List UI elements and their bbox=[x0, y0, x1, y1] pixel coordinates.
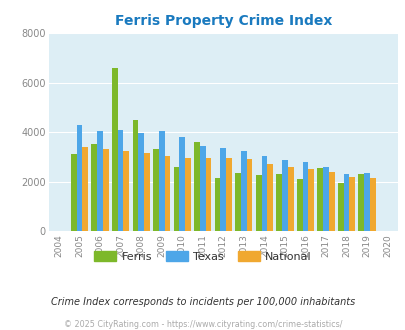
Bar bbox=[220, 148, 226, 231]
Bar bbox=[138, 133, 144, 231]
Bar bbox=[194, 142, 199, 231]
Bar bbox=[358, 174, 363, 231]
Bar bbox=[71, 154, 77, 231]
Bar bbox=[173, 167, 179, 231]
Bar bbox=[185, 158, 190, 231]
Bar bbox=[123, 150, 129, 231]
Bar bbox=[266, 164, 272, 231]
Bar bbox=[363, 173, 369, 231]
Bar bbox=[117, 130, 123, 231]
Bar bbox=[302, 162, 307, 231]
Bar bbox=[199, 146, 205, 231]
Bar bbox=[234, 173, 241, 231]
Bar bbox=[369, 178, 375, 231]
Bar bbox=[296, 179, 302, 231]
Bar bbox=[322, 167, 328, 231]
Bar bbox=[241, 150, 246, 231]
Bar bbox=[255, 175, 261, 231]
Bar bbox=[82, 147, 88, 231]
Text: Crime Index corresponds to incidents per 100,000 inhabitants: Crime Index corresponds to incidents per… bbox=[51, 297, 354, 307]
Bar bbox=[91, 145, 97, 231]
Bar bbox=[179, 137, 185, 231]
Bar bbox=[328, 172, 334, 231]
Bar bbox=[307, 169, 313, 231]
Bar bbox=[317, 168, 322, 231]
Bar bbox=[337, 183, 343, 231]
Bar bbox=[144, 153, 149, 231]
Bar bbox=[343, 174, 349, 231]
Bar bbox=[164, 155, 170, 231]
Bar bbox=[103, 149, 109, 231]
Bar bbox=[246, 159, 252, 231]
Bar bbox=[112, 68, 117, 231]
Bar bbox=[158, 131, 164, 231]
Text: © 2025 CityRating.com - https://www.cityrating.com/crime-statistics/: © 2025 CityRating.com - https://www.city… bbox=[64, 319, 341, 329]
Bar bbox=[276, 174, 281, 231]
Bar bbox=[349, 177, 354, 231]
Bar bbox=[226, 158, 231, 231]
Bar bbox=[77, 125, 82, 231]
Bar bbox=[97, 131, 103, 231]
Bar bbox=[153, 149, 158, 231]
Bar bbox=[205, 158, 211, 231]
Bar bbox=[287, 167, 293, 231]
Legend: Ferris, Texas, National: Ferris, Texas, National bbox=[90, 247, 315, 267]
Bar bbox=[281, 160, 287, 231]
Bar bbox=[132, 120, 138, 231]
Title: Ferris Property Crime Index: Ferris Property Crime Index bbox=[114, 14, 331, 28]
Bar bbox=[214, 178, 220, 231]
Bar bbox=[261, 155, 266, 231]
